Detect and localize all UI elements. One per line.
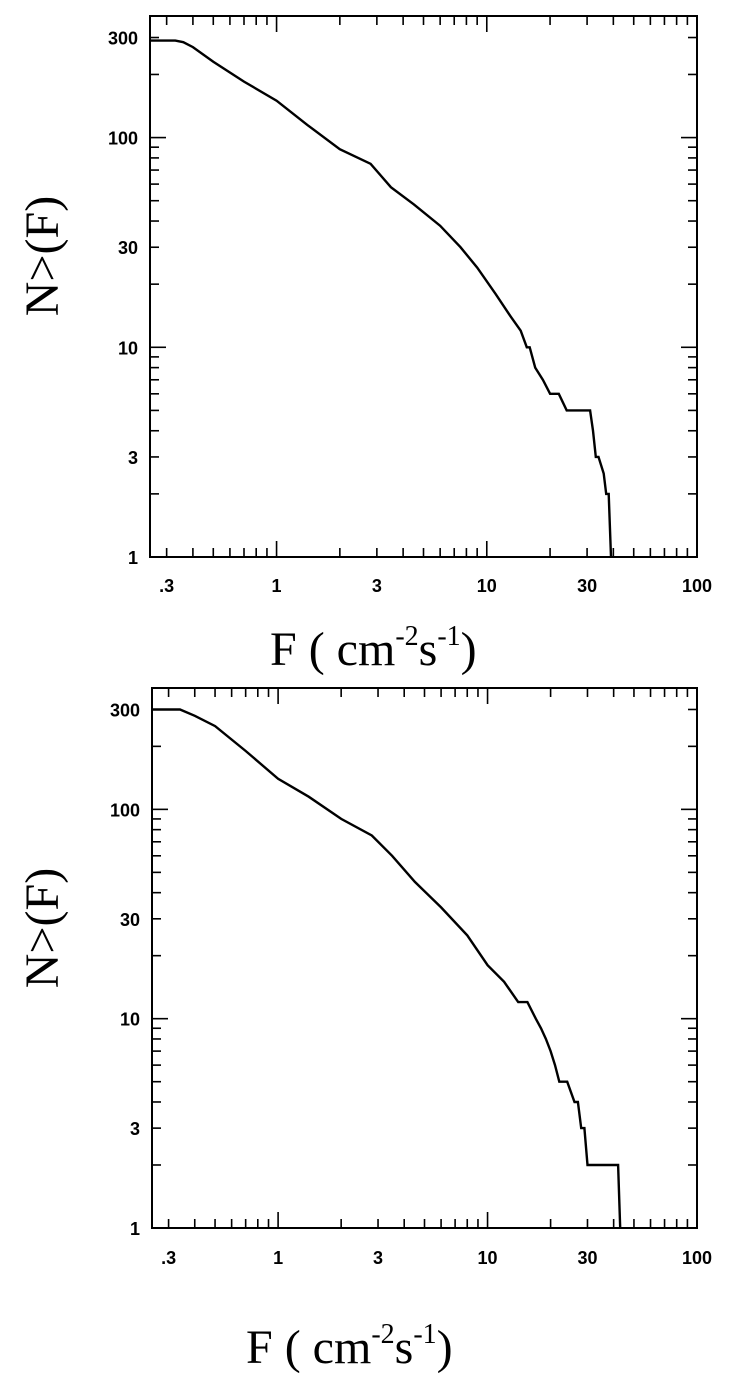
plot-frame [151,687,698,1229]
y-tick-label: 300 [110,700,140,720]
x-tick-label: .3 [161,1248,176,1268]
y-tick-label: 100 [110,800,140,820]
y-tick-label: 30 [120,910,140,930]
y-axis-title: N>(F) [16,196,69,316]
x-tick-label: 30 [577,1248,597,1268]
y-tick-label: 10 [120,1010,140,1030]
y-tick-label: 3 [130,1119,140,1139]
x-tick-label: 100 [682,576,712,596]
x-tick-label: 1 [273,1248,283,1268]
x-tick-label: 10 [478,1248,498,1268]
x-axis-ticks [167,688,698,1228]
y-tick-label: 1 [130,1219,140,1239]
x-tick-label: 100 [682,1248,712,1268]
y-axis-ticks [152,708,697,1229]
y-tick-label: 1 [128,548,138,568]
y-tick-label: 30 [118,238,138,258]
y-axis-ticks [150,36,697,558]
x-axis-title: F ( cm-2s-1) [270,621,477,676]
y-tick-label: 3 [128,448,138,468]
y-axis-title: N>(F) [16,868,69,988]
plot-frame [149,15,698,558]
x-tick-label: 30 [577,576,597,596]
x-tick-label: .3 [159,576,174,596]
y-tick-label: 10 [118,338,138,358]
y-tick-label: 100 [108,129,138,149]
x-tick-label: 3 [373,1248,383,1268]
x-tick-label: 3 [372,576,382,596]
y-tick-label: 300 [108,29,138,49]
data-curve [150,39,613,558]
data-curve [152,708,622,1229]
x-tick-label: 10 [477,576,497,596]
x-tick-label: 1 [272,576,282,596]
chart-panel-1: .3 1 3 10 30 100 1 3 10 30 100 300 N>(F) F ( cm-2s-1) [16,15,712,676]
x-axis-title: F ( cm-2s-1) [246,1319,453,1374]
x-axis-ticks [165,16,698,557]
chart-panel-2: .3 1 3 10 30 100 1 3 10 30 100 300 N>(F) F ( cm-2s-1) [16,687,712,1374]
